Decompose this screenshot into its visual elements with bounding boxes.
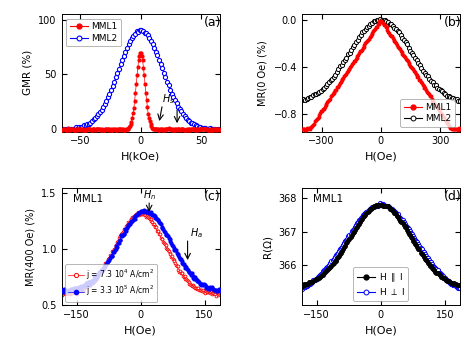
Text: $H_s$: $H_s$ [162, 92, 175, 106]
Legend: H $\parallel$ I, H $\perp$ I: H $\parallel$ I, H $\perp$ I [353, 267, 408, 301]
Text: (b): (b) [444, 16, 462, 29]
X-axis label: H(Oe): H(Oe) [365, 152, 397, 162]
Text: $H_a$: $H_a$ [190, 226, 203, 240]
Text: MML1: MML1 [313, 194, 343, 204]
X-axis label: H(kOe): H(kOe) [121, 152, 160, 162]
Text: $H_n$: $H_n$ [143, 188, 156, 202]
Text: (a): (a) [204, 16, 221, 29]
Y-axis label: MR(0 Oe) (%): MR(0 Oe) (%) [258, 40, 268, 106]
X-axis label: H(Oe): H(Oe) [124, 326, 157, 336]
Text: (d): (d) [444, 190, 462, 203]
Legend: j = 7.3 10$^4$ A/cm$^2$, j = 3.3 10$^5$ A/cm$^2$: j = 7.3 10$^4$ A/cm$^2$, j = 3.3 10$^5$ … [65, 264, 157, 302]
Legend: MML1, MML2: MML1, MML2 [400, 99, 455, 127]
Legend: MML1, MML2: MML1, MML2 [66, 19, 121, 46]
Y-axis label: R(Ω): R(Ω) [263, 235, 273, 258]
Text: MML1: MML1 [73, 194, 103, 204]
X-axis label: H(Oe): H(Oe) [365, 326, 397, 336]
Text: (c): (c) [204, 190, 220, 203]
Y-axis label: GMR (%): GMR (%) [23, 50, 33, 95]
Y-axis label: MR(400 Oe) (%): MR(400 Oe) (%) [26, 208, 36, 286]
